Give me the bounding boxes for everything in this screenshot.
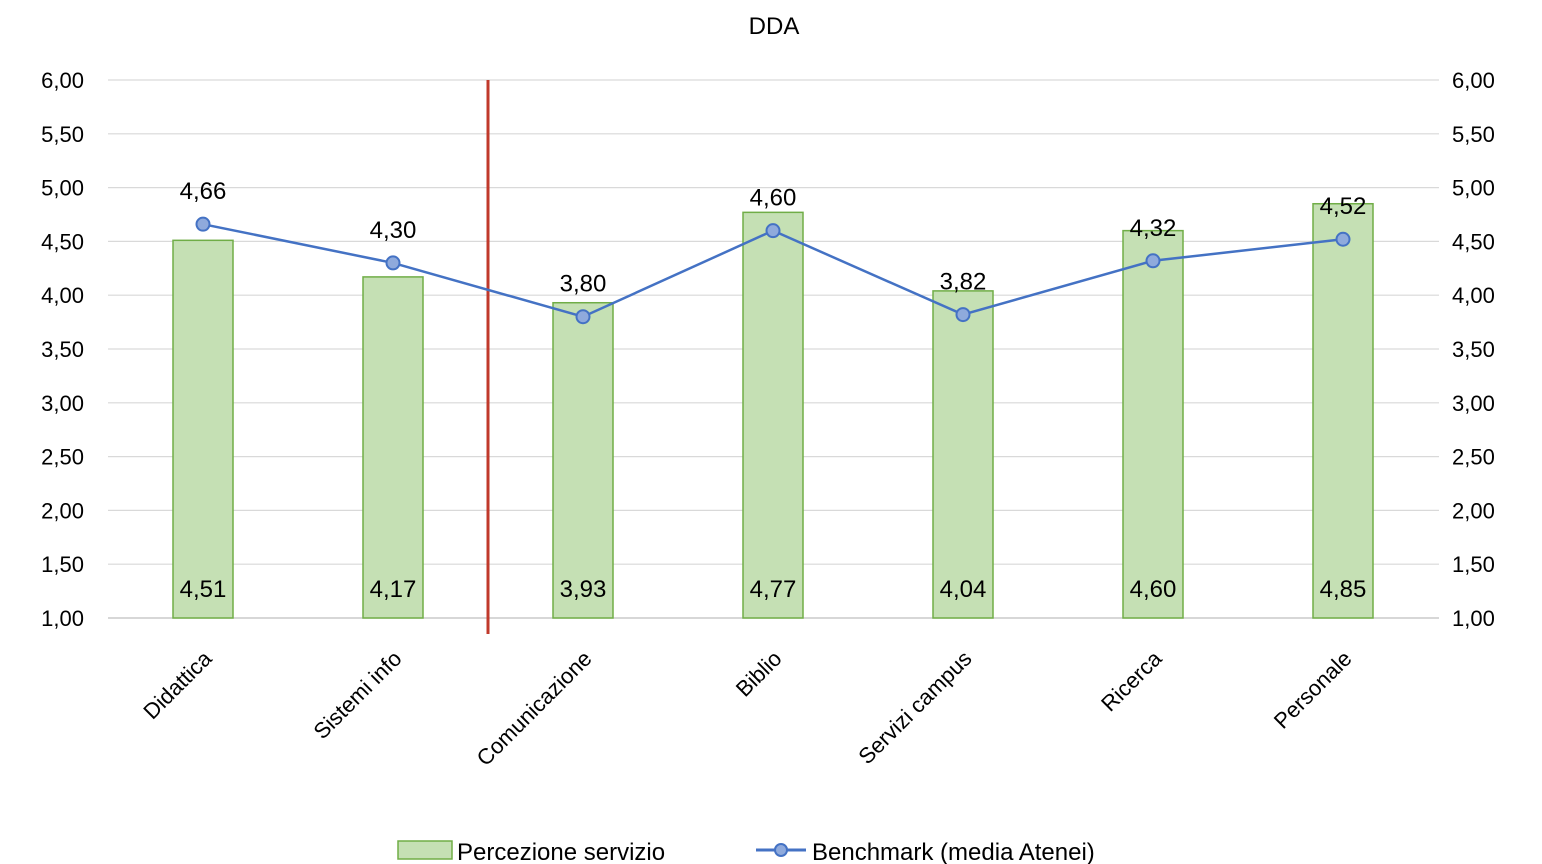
line-marker — [1145, 253, 1161, 269]
bar — [932, 290, 994, 619]
line-data-label: 4,66 — [180, 178, 227, 205]
bar-data-label: 4,51 — [180, 576, 227, 603]
y-tick-label-left: 3,00 — [41, 391, 84, 416]
legend-swatch-bar — [397, 840, 453, 860]
line-data-label: 4,52 — [1320, 193, 1367, 220]
line-marker — [575, 309, 591, 325]
y-tick-label-right: 1,50 — [1452, 552, 1495, 577]
bar-data-label: 4,60 — [1130, 576, 1177, 603]
bar — [362, 276, 424, 619]
bar-data-label: 4,85 — [1320, 576, 1367, 603]
x-category-label: Ricerca — [1096, 645, 1167, 716]
y-tick-label-left: 5,00 — [41, 176, 84, 201]
bar — [172, 239, 234, 619]
y-tick-label-left: 4,50 — [41, 229, 84, 254]
y-tick-label-right: 2,50 — [1452, 445, 1495, 470]
x-category-label: Personale — [1269, 646, 1357, 734]
bar — [552, 301, 614, 619]
y-tick-label-right: 3,00 — [1452, 391, 1495, 416]
y-axis-left: 1,00 1,50 2,00 2,50 3,00 3,50 4,00 4,50 5,00 5,50… — [41, 68, 84, 631]
x-category-label: Biblio — [731, 646, 787, 702]
y-tick-label-right: 4,00 — [1452, 283, 1495, 308]
y-tick-label-left: 1,50 — [41, 552, 84, 577]
y-tick-label-right: 4,50 — [1452, 229, 1495, 254]
x-category-label: Comunicazione — [472, 646, 597, 771]
legend: Percezione servizio Benchmark (media Ate… — [397, 839, 1095, 864]
legend-marker — [774, 843, 788, 857]
line-data-label: 4,32 — [1130, 215, 1177, 242]
bar-data-label: 4,17 — [370, 576, 417, 603]
x-axis-categories: Didattica Sistemi info Comunicazione Biblio… — [138, 645, 1356, 770]
line-marker — [1335, 231, 1351, 247]
x-category-label: Servizi campus — [853, 646, 976, 769]
y-tick-label-right: 5,00 — [1452, 176, 1495, 201]
x-category-label: Sistemi info — [308, 646, 406, 744]
bar-data-label: 3,93 — [560, 576, 607, 603]
y-tick-label-right: 1,00 — [1452, 606, 1495, 631]
line-data-label: 3,80 — [560, 271, 607, 298]
y-tick-label-left: 3,50 — [41, 337, 84, 362]
bar — [1312, 202, 1374, 619]
line-data-label: 4,30 — [370, 217, 417, 244]
y-tick-label-left: 6,00 — [41, 68, 84, 93]
bar-data-label: 4,04 — [940, 576, 987, 603]
y-tick-label-right: 3,50 — [1452, 337, 1495, 362]
bar — [742, 211, 804, 619]
line-marker — [765, 223, 781, 239]
y-axis-right: 1,00 1,50 2,00 2,50 3,00 3,50 4,00 4,50 5,00 5,50… — [1452, 68, 1495, 631]
y-tick-label-left: 1,00 — [41, 606, 84, 631]
data-labels: 4,51 4,17 3,93 4,77 4,04 4,60 4,85 4,66 4,30 3,80… — [180, 178, 1367, 603]
line-marker — [385, 255, 401, 271]
y-tick-label-left: 2,50 — [41, 445, 84, 470]
line-data-label: 3,82 — [940, 269, 987, 296]
legend-label-bar: Percezione servizio — [457, 839, 665, 864]
line-series — [195, 216, 1351, 325]
x-category-label: Didattica — [138, 645, 217, 724]
legend-label-line: Benchmark (media Atenei) — [812, 839, 1095, 864]
y-tick-label-right: 6,00 — [1452, 68, 1495, 93]
line-marker — [195, 216, 211, 232]
chart-title: DDA — [749, 13, 800, 40]
y-tick-label-left: 5,50 — [41, 122, 84, 147]
bar — [1122, 229, 1184, 619]
bar-series — [172, 202, 1374, 619]
line-data-label: 4,60 — [750, 185, 797, 212]
y-tick-label-left: 4,00 — [41, 283, 84, 308]
y-tick-label-right: 5,50 — [1452, 122, 1495, 147]
y-tick-label-right: 2,00 — [1452, 498, 1495, 523]
y-tick-label-left: 2,00 — [41, 498, 84, 523]
line-marker — [955, 307, 971, 323]
bar-data-label: 4,77 — [750, 576, 797, 603]
